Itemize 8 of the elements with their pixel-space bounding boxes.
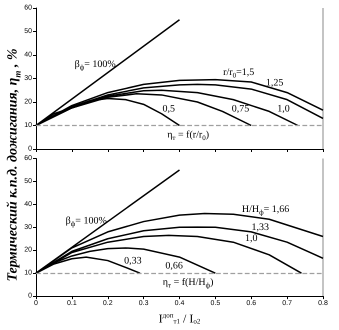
series-label: 1,25 xyxy=(266,78,284,89)
series-label: 1,0 xyxy=(245,232,258,244)
series-label: 0,33 xyxy=(124,256,142,267)
series-label: 0,66 xyxy=(165,260,183,272)
series-label: 0,5 xyxy=(162,104,175,115)
series-label: 1,0 xyxy=(277,104,290,115)
series-label: 1,33 xyxy=(251,222,269,233)
series-label: 0,75 xyxy=(232,104,250,115)
